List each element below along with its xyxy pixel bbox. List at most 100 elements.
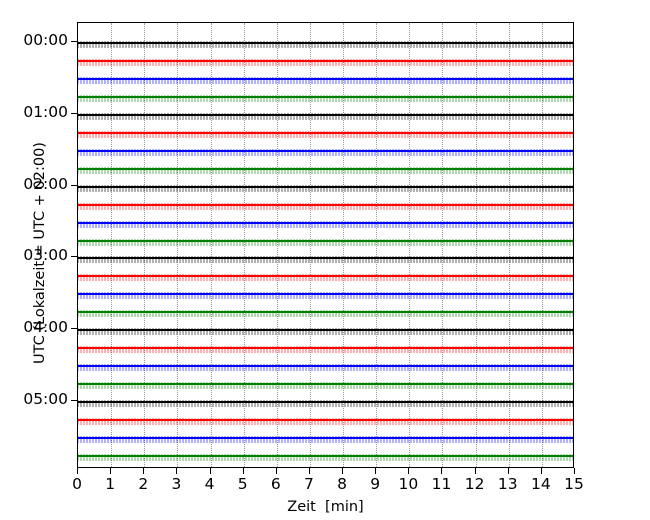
trace-noise-band <box>78 166 573 174</box>
x-axis-tick-mark <box>110 468 112 474</box>
x-axis-tick-label: 12 <box>464 475 485 493</box>
x-axis-tick-mark <box>242 468 244 474</box>
gridline-vertical <box>475 23 477 467</box>
x-axis-tick-mark <box>275 468 277 474</box>
trace-line <box>78 453 573 461</box>
x-axis-tick-label: 14 <box>530 475 551 493</box>
x-axis-tick-label: 13 <box>497 475 518 493</box>
trace-noise-band <box>78 436 573 444</box>
trace-line <box>78 148 573 156</box>
trace-line <box>78 310 573 318</box>
y-axis-label: UTC (Lokalzeit = UTC + 02:00) <box>32 142 48 364</box>
gridline-vertical <box>177 23 179 467</box>
gridline-vertical <box>144 23 146 467</box>
x-axis-tick-label: 8 <box>337 475 347 493</box>
trace-noise-band <box>78 112 573 120</box>
trace-noise-band <box>78 94 573 102</box>
gridline-vertical <box>409 23 411 467</box>
trace-noise-band <box>78 76 573 84</box>
x-axis-tick-label: 1 <box>105 475 116 493</box>
x-axis-tick-label: 6 <box>270 475 281 493</box>
trace-line <box>78 328 573 336</box>
trace-noise-band <box>78 274 573 282</box>
gridline-vertical <box>508 23 510 467</box>
x-axis-tick-label: 5 <box>237 475 248 493</box>
x-axis-tick-mark <box>176 468 178 474</box>
x-axis-tick-label: 3 <box>171 475 182 493</box>
gridline-vertical <box>243 23 245 467</box>
trace-noise-band <box>78 346 573 354</box>
trace-noise-band <box>78 364 573 372</box>
y-axis-tick-mark <box>71 400 77 402</box>
x-axis-tick-mark <box>507 468 509 474</box>
x-axis-tick-label: 0 <box>72 475 82 493</box>
trace-noise-band <box>78 310 573 318</box>
y-axis-tick-label: 05:00 <box>23 390 68 409</box>
y-axis-tick-label: 04:00 <box>23 318 68 337</box>
gridline-vertical <box>276 23 278 467</box>
y-axis-tick-labels: 00:00 01:00 02:00 03:00 04:00 05:00 <box>0 0 68 520</box>
y-axis-tick-mark <box>71 112 77 114</box>
trace-noise-band <box>78 220 573 228</box>
plot-area <box>77 22 574 468</box>
y-axis-tick-mark <box>71 184 77 186</box>
gridline-vertical <box>343 23 345 467</box>
gridline-vertical <box>210 23 212 467</box>
trace-line <box>78 130 573 138</box>
y-axis-tick-label: 00:00 <box>23 31 68 50</box>
trace-noise-band <box>78 58 573 66</box>
x-axis-tick-mark <box>408 468 410 474</box>
trace-noise-band <box>78 453 573 461</box>
trace-noise-band <box>78 400 573 408</box>
x-axis-tick-mark <box>77 468 78 474</box>
trace-noise-band <box>78 382 573 390</box>
trace-noise-band <box>78 238 573 246</box>
trace-line <box>78 436 573 444</box>
x-axis-tick-label: 2 <box>138 475 149 493</box>
x-axis-tick-mark <box>209 468 211 474</box>
trace-line <box>78 292 573 300</box>
x-axis-tick-label: 4 <box>204 475 215 493</box>
trace-line <box>78 94 573 102</box>
trace-noise-band <box>78 130 573 138</box>
x-axis-tick-label: 11 <box>431 475 452 493</box>
x-axis-tick-mark <box>143 468 145 474</box>
y-axis-tick-label: 01:00 <box>23 102 68 121</box>
x-axis-tick-label: 9 <box>370 475 381 493</box>
x-axis-label: Zeit [min] <box>287 499 364 515</box>
trace-line <box>78 346 573 354</box>
x-axis-tick-label: 15 <box>564 475 584 493</box>
x-axis-tick-mark <box>441 468 443 474</box>
trace-noise-band <box>78 328 573 336</box>
trace-line <box>78 238 573 246</box>
gridline-vertical <box>309 23 311 467</box>
gridline-vertical <box>541 23 543 467</box>
trace-line <box>78 274 573 282</box>
y-axis-tick-label: 03:00 <box>23 246 68 265</box>
gridline-vertical <box>442 23 444 467</box>
y-axis-tick-mark <box>71 256 77 258</box>
trace-noise-band <box>78 148 573 156</box>
y-axis-tick-label: 02:00 <box>23 174 68 193</box>
trace-line <box>78 382 573 390</box>
x-axis-tick-mark <box>474 468 476 474</box>
y-axis-tick-mark <box>71 328 77 330</box>
trace-noise-band <box>78 41 573 49</box>
trace-line <box>78 112 573 120</box>
x-axis-tick-mark <box>375 468 377 474</box>
trace-line <box>78 418 573 426</box>
trace-line <box>78 220 573 228</box>
x-axis-tick-mark <box>342 468 344 474</box>
trace-line <box>78 166 573 174</box>
trace-noise-band <box>78 256 573 264</box>
trace-noise-band <box>78 184 573 192</box>
trace-line <box>78 58 573 66</box>
trace-line <box>78 364 573 372</box>
x-axis-tick-label: 7 <box>303 475 314 493</box>
trace-line <box>78 76 573 84</box>
trace-line <box>78 256 573 264</box>
trace-line <box>78 202 573 210</box>
trace-line <box>78 400 573 408</box>
x-axis-tick-mark <box>540 468 542 474</box>
